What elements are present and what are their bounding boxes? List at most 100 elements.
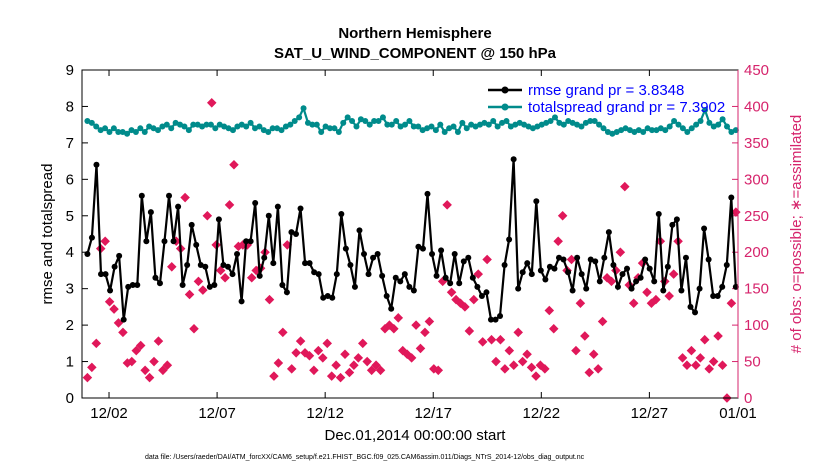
spread-point (106, 128, 113, 135)
spread-point (393, 118, 400, 125)
obs-point (344, 367, 355, 378)
spread-point (587, 118, 594, 125)
obs-point (540, 364, 550, 374)
obs-point (389, 323, 399, 334)
rmse-point (646, 265, 653, 272)
y-left-tick-label: 5 (66, 208, 74, 225)
rmse-point (682, 254, 689, 261)
rmse-point (578, 271, 585, 278)
rmse-point (397, 278, 404, 285)
y-right-tick-label: 300 (744, 171, 769, 188)
obs-point (513, 327, 523, 338)
y-right-tick-label: 250 (744, 208, 769, 225)
rmse-point (374, 251, 381, 258)
spread-point (428, 123, 435, 130)
spread-point (560, 121, 567, 128)
rmse-point (515, 285, 522, 292)
rmse-point (655, 210, 662, 217)
rmse-point (433, 272, 440, 279)
obs-point (206, 98, 217, 108)
obs-point (189, 323, 199, 334)
rmse-point (161, 238, 168, 245)
rmse-point (410, 287, 417, 294)
rmse-point (401, 271, 408, 278)
obs-point (100, 236, 110, 247)
rmse-point (261, 254, 268, 261)
rmse-point (687, 303, 694, 310)
obs-point (415, 343, 426, 354)
obs-series (82, 98, 741, 403)
obs-point (713, 331, 723, 341)
rmse-point (338, 210, 345, 217)
rmse-point (429, 251, 436, 258)
obs-point (584, 367, 595, 378)
obs-point (322, 338, 333, 349)
obs-point (180, 192, 190, 203)
rmse-point (610, 261, 617, 268)
obs-point (295, 336, 306, 346)
obs-point (318, 353, 328, 363)
y-right-tick-label: 200 (744, 244, 769, 261)
rmse-point (116, 252, 123, 259)
obs-point (677, 353, 688, 363)
rmse-point (583, 285, 590, 292)
legend-spread-marker (501, 103, 509, 111)
obs-point (695, 353, 706, 363)
obs-point (571, 345, 581, 356)
rmse-point (592, 258, 599, 265)
obs-point (309, 365, 319, 376)
spread-point (503, 118, 510, 125)
rmse-point (587, 256, 594, 263)
obs-point (522, 349, 532, 360)
obs-point (127, 356, 137, 367)
obs-point (326, 371, 337, 381)
rmse-point (383, 292, 390, 299)
rmse-point (519, 269, 526, 276)
spread-point (375, 118, 382, 125)
rmse-point (279, 282, 286, 289)
obs-point (717, 360, 728, 370)
spread-point (547, 118, 554, 125)
obs-point (575, 298, 586, 309)
obs-point (482, 254, 492, 265)
obs-point (406, 353, 417, 363)
rmse-point (193, 241, 200, 248)
rmse-point (415, 243, 422, 250)
rmse-point (333, 271, 340, 278)
rmse-point (460, 258, 467, 265)
obs-point (628, 298, 639, 309)
obs-point (588, 349, 599, 360)
obs-point (358, 338, 368, 349)
rmse-point (320, 294, 327, 301)
obs-point (580, 331, 590, 341)
rmse-point (483, 289, 490, 296)
rmse-point (311, 269, 318, 276)
obs-point (202, 211, 213, 221)
rmse-point (388, 305, 395, 312)
rmse-point (224, 263, 231, 270)
obs-point (393, 313, 404, 323)
spread-point (675, 121, 682, 128)
spread-point (596, 121, 603, 128)
y-right-tick-label: 400 (744, 98, 769, 115)
rmse-point (510, 156, 517, 163)
rmse-point (351, 283, 358, 290)
spread-point (591, 118, 598, 125)
rmse-point (134, 282, 141, 289)
rmse-point (234, 251, 241, 258)
y-right-tick-label: 100 (744, 317, 769, 334)
obs-point (215, 265, 226, 276)
obs-point (504, 345, 515, 356)
rmse-point (451, 251, 458, 258)
spread-point (207, 121, 214, 128)
rmse-point (438, 247, 445, 254)
obs-point (286, 364, 297, 374)
spread-point (454, 128, 461, 135)
rmse-point (265, 212, 272, 219)
rmse-point (497, 313, 504, 319)
spread-point (181, 123, 188, 130)
y-left-tick-label: 3 (66, 281, 74, 298)
spread-point (719, 116, 726, 123)
y-left-tick-label: 2 (66, 317, 74, 334)
